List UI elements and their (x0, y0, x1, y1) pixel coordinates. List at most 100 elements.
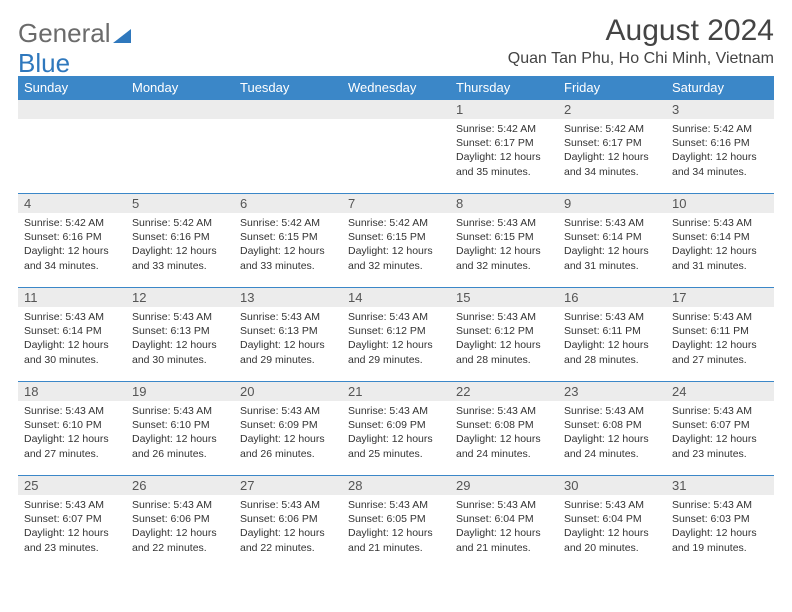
calendar-day-cell: 16Sunrise: 5:43 AMSunset: 6:11 PMDayligh… (558, 288, 666, 382)
day-details: Sunrise: 5:43 AMSunset: 6:07 PMDaylight:… (666, 401, 774, 465)
day-number (342, 100, 450, 119)
brand-part2: Blue (18, 48, 70, 78)
calendar-week-row: 18Sunrise: 5:43 AMSunset: 6:10 PMDayligh… (18, 382, 774, 476)
day-details: Sunrise: 5:42 AMSunset: 6:17 PMDaylight:… (558, 119, 666, 183)
day-details: Sunrise: 5:43 AMSunset: 6:08 PMDaylight:… (450, 401, 558, 465)
calendar-day-cell: 31Sunrise: 5:43 AMSunset: 6:03 PMDayligh… (666, 476, 774, 570)
day-details: Sunrise: 5:43 AMSunset: 6:11 PMDaylight:… (666, 307, 774, 371)
day-number: 2 (558, 100, 666, 119)
day-number: 24 (666, 382, 774, 401)
calendar-week-row: 1Sunrise: 5:42 AMSunset: 6:17 PMDaylight… (18, 100, 774, 194)
day-details: Sunrise: 5:43 AMSunset: 6:09 PMDaylight:… (234, 401, 342, 465)
day-number: 31 (666, 476, 774, 495)
day-details: Sunrise: 5:42 AMSunset: 6:15 PMDaylight:… (342, 213, 450, 277)
calendar-table: Sunday Monday Tuesday Wednesday Thursday… (18, 76, 774, 570)
day-details: Sunrise: 5:43 AMSunset: 6:06 PMDaylight:… (126, 495, 234, 559)
calendar-day-cell: 8Sunrise: 5:43 AMSunset: 6:15 PMDaylight… (450, 194, 558, 288)
day-number: 1 (450, 100, 558, 119)
calendar-day-cell: 9Sunrise: 5:43 AMSunset: 6:14 PMDaylight… (558, 194, 666, 288)
day-number: 26 (126, 476, 234, 495)
calendar-day-cell (18, 100, 126, 194)
day-details: Sunrise: 5:43 AMSunset: 6:06 PMDaylight:… (234, 495, 342, 559)
calendar-day-cell: 24Sunrise: 5:43 AMSunset: 6:07 PMDayligh… (666, 382, 774, 476)
calendar-day-cell: 10Sunrise: 5:43 AMSunset: 6:14 PMDayligh… (666, 194, 774, 288)
day-details: Sunrise: 5:43 AMSunset: 6:07 PMDaylight:… (18, 495, 126, 559)
day-number: 12 (126, 288, 234, 307)
day-number (234, 100, 342, 119)
day-number: 21 (342, 382, 450, 401)
day-number: 16 (558, 288, 666, 307)
calendar-day-cell: 1Sunrise: 5:42 AMSunset: 6:17 PMDaylight… (450, 100, 558, 194)
calendar-day-cell: 22Sunrise: 5:43 AMSunset: 6:08 PMDayligh… (450, 382, 558, 476)
day-details: Sunrise: 5:42 AMSunset: 6:16 PMDaylight:… (126, 213, 234, 277)
calendar-day-cell: 4Sunrise: 5:42 AMSunset: 6:16 PMDaylight… (18, 194, 126, 288)
calendar-day-cell (234, 100, 342, 194)
calendar-day-cell: 14Sunrise: 5:43 AMSunset: 6:12 PMDayligh… (342, 288, 450, 382)
calendar-day-cell: 18Sunrise: 5:43 AMSunset: 6:10 PMDayligh… (18, 382, 126, 476)
title-block: August 2024 Quan Tan Phu, Ho Chi Minh, V… (508, 14, 774, 68)
day-number (18, 100, 126, 119)
weekday-header: Sunday (18, 76, 126, 100)
calendar-week-row: 25Sunrise: 5:43 AMSunset: 6:07 PMDayligh… (18, 476, 774, 570)
day-details: Sunrise: 5:43 AMSunset: 6:09 PMDaylight:… (342, 401, 450, 465)
sail-icon (113, 29, 131, 43)
calendar-day-cell: 29Sunrise: 5:43 AMSunset: 6:04 PMDayligh… (450, 476, 558, 570)
calendar-day-cell: 12Sunrise: 5:43 AMSunset: 6:13 PMDayligh… (126, 288, 234, 382)
day-number: 5 (126, 194, 234, 213)
weekday-header: Monday (126, 76, 234, 100)
day-number: 14 (342, 288, 450, 307)
day-number: 22 (450, 382, 558, 401)
day-number: 27 (234, 476, 342, 495)
day-details: Sunrise: 5:43 AMSunset: 6:08 PMDaylight:… (558, 401, 666, 465)
day-details: Sunrise: 5:43 AMSunset: 6:13 PMDaylight:… (126, 307, 234, 371)
day-details: Sunrise: 5:42 AMSunset: 6:16 PMDaylight:… (666, 119, 774, 183)
day-number: 6 (234, 194, 342, 213)
day-details: Sunrise: 5:42 AMSunset: 6:17 PMDaylight:… (450, 119, 558, 183)
day-details: Sunrise: 5:43 AMSunset: 6:04 PMDaylight:… (558, 495, 666, 559)
brand-part1: General (18, 18, 111, 49)
day-details: Sunrise: 5:43 AMSunset: 6:12 PMDaylight:… (342, 307, 450, 371)
day-details: Sunrise: 5:43 AMSunset: 6:14 PMDaylight:… (18, 307, 126, 371)
calendar-day-cell: 3Sunrise: 5:42 AMSunset: 6:16 PMDaylight… (666, 100, 774, 194)
calendar-day-cell: 11Sunrise: 5:43 AMSunset: 6:14 PMDayligh… (18, 288, 126, 382)
day-number: 28 (342, 476, 450, 495)
calendar-day-cell: 25Sunrise: 5:43 AMSunset: 6:07 PMDayligh… (18, 476, 126, 570)
day-details: Sunrise: 5:42 AMSunset: 6:15 PMDaylight:… (234, 213, 342, 277)
day-details: Sunrise: 5:43 AMSunset: 6:12 PMDaylight:… (450, 307, 558, 371)
calendar-day-cell: 2Sunrise: 5:42 AMSunset: 6:17 PMDaylight… (558, 100, 666, 194)
month-title: August 2024 (508, 14, 774, 48)
brand-logo: General (18, 14, 131, 49)
header: General August 2024 Quan Tan Phu, Ho Chi… (18, 14, 774, 68)
calendar-day-cell: 28Sunrise: 5:43 AMSunset: 6:05 PMDayligh… (342, 476, 450, 570)
day-number: 30 (558, 476, 666, 495)
calendar-day-cell: 6Sunrise: 5:42 AMSunset: 6:15 PMDaylight… (234, 194, 342, 288)
day-number: 10 (666, 194, 774, 213)
day-details: Sunrise: 5:43 AMSunset: 6:11 PMDaylight:… (558, 307, 666, 371)
day-number: 20 (234, 382, 342, 401)
location-subtitle: Quan Tan Phu, Ho Chi Minh, Vietnam (508, 50, 774, 68)
calendar-day-cell: 17Sunrise: 5:43 AMSunset: 6:11 PMDayligh… (666, 288, 774, 382)
day-details: Sunrise: 5:43 AMSunset: 6:15 PMDaylight:… (450, 213, 558, 277)
day-number: 3 (666, 100, 774, 119)
day-details: Sunrise: 5:43 AMSunset: 6:14 PMDaylight:… (666, 213, 774, 277)
day-details: Sunrise: 5:43 AMSunset: 6:10 PMDaylight:… (18, 401, 126, 465)
calendar-day-cell: 26Sunrise: 5:43 AMSunset: 6:06 PMDayligh… (126, 476, 234, 570)
weekday-header-row: Sunday Monday Tuesday Wednesday Thursday… (18, 76, 774, 100)
calendar-day-cell: 5Sunrise: 5:42 AMSunset: 6:16 PMDaylight… (126, 194, 234, 288)
calendar-day-cell: 30Sunrise: 5:43 AMSunset: 6:04 PMDayligh… (558, 476, 666, 570)
calendar-week-row: 11Sunrise: 5:43 AMSunset: 6:14 PMDayligh… (18, 288, 774, 382)
day-number: 9 (558, 194, 666, 213)
day-number: 4 (18, 194, 126, 213)
day-number: 18 (18, 382, 126, 401)
weekday-header: Wednesday (342, 76, 450, 100)
day-number: 8 (450, 194, 558, 213)
day-number: 15 (450, 288, 558, 307)
calendar-week-row: 4Sunrise: 5:42 AMSunset: 6:16 PMDaylight… (18, 194, 774, 288)
calendar-day-cell (126, 100, 234, 194)
calendar-day-cell: 19Sunrise: 5:43 AMSunset: 6:10 PMDayligh… (126, 382, 234, 476)
day-details: Sunrise: 5:43 AMSunset: 6:03 PMDaylight:… (666, 495, 774, 559)
calendar-day-cell: 13Sunrise: 5:43 AMSunset: 6:13 PMDayligh… (234, 288, 342, 382)
weekday-header: Thursday (450, 76, 558, 100)
weekday-header: Tuesday (234, 76, 342, 100)
day-details: Sunrise: 5:42 AMSunset: 6:16 PMDaylight:… (18, 213, 126, 277)
